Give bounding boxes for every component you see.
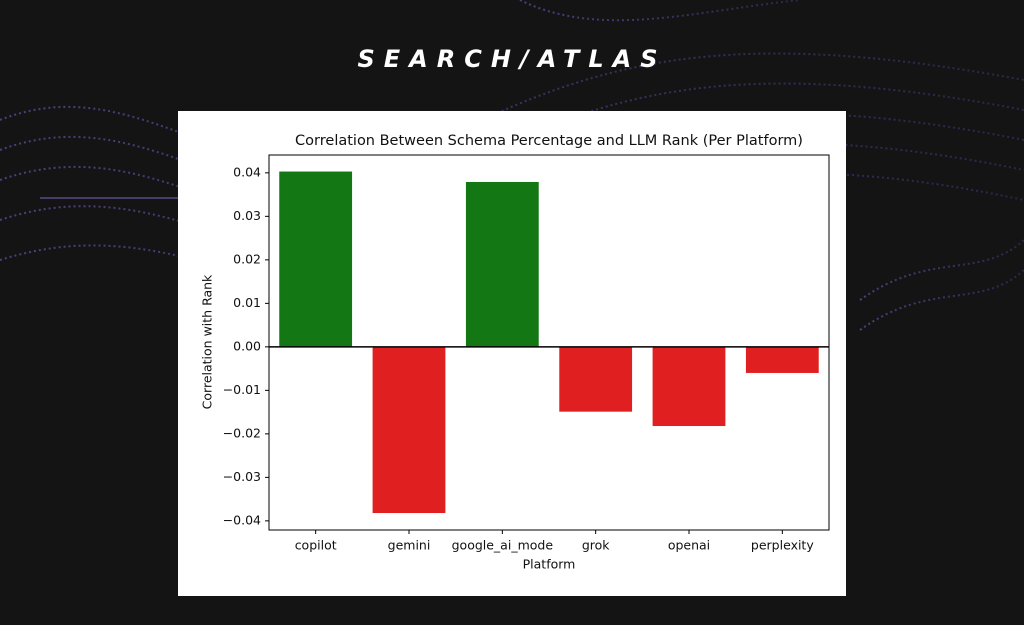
x-tick-label: openai (668, 538, 710, 553)
plot-frame (268, 154, 830, 531)
y-tick-label: −0.03 (223, 469, 261, 484)
x-axis-label: Platform (523, 557, 576, 572)
x-tick-label: perplexity (751, 538, 814, 553)
y-axis-label: Correlation with Rank (200, 274, 215, 409)
y-tick-label: 0.00 (233, 338, 261, 353)
bar (372, 346, 446, 514)
y-tick-label: 0.02 (233, 251, 261, 266)
bar (279, 171, 353, 347)
bar (465, 181, 539, 347)
brand-logo: SEARCH/ATLAS (358, 45, 667, 73)
x-tick-label: google_ai_mode (452, 538, 554, 553)
x-tick-label: grok (582, 538, 610, 553)
y-tick-label: −0.02 (223, 425, 261, 440)
chart-title: Correlation Between Schema Percentage an… (295, 133, 803, 149)
y-tick-label: 0.01 (233, 295, 261, 310)
y-tick-label: 0.04 (233, 164, 261, 179)
bar (652, 346, 726, 427)
y-tick-label: −0.04 (223, 512, 261, 527)
y-tick-label: −0.01 (223, 382, 261, 397)
y-tick-label: 0.03 (233, 208, 261, 223)
bar (559, 346, 633, 412)
chart: Correlation Between Schema Percentage an… (200, 133, 830, 572)
x-tick-label: copilot (295, 538, 337, 553)
x-tick-label: gemini (388, 538, 431, 553)
bar (745, 346, 819, 373)
